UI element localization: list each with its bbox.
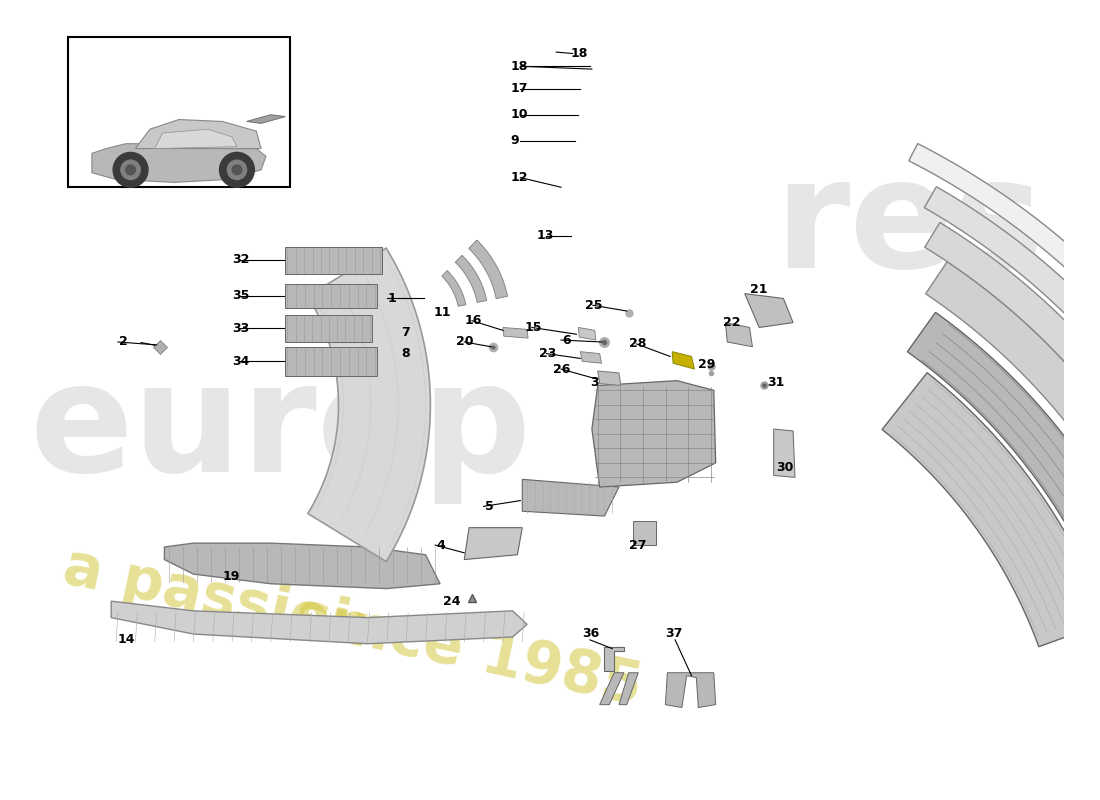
Text: 18: 18 <box>571 47 588 60</box>
Text: 18: 18 <box>510 60 528 73</box>
Polygon shape <box>308 248 430 562</box>
Polygon shape <box>503 327 528 338</box>
Text: 1: 1 <box>388 292 396 305</box>
Text: 9: 9 <box>510 134 519 147</box>
Text: 36: 36 <box>582 627 600 640</box>
Text: 37: 37 <box>666 627 683 640</box>
FancyBboxPatch shape <box>285 247 382 274</box>
Polygon shape <box>725 322 752 347</box>
Text: 29: 29 <box>698 358 716 370</box>
Text: 21: 21 <box>749 283 767 296</box>
Polygon shape <box>745 294 793 327</box>
Circle shape <box>232 165 242 174</box>
Polygon shape <box>581 352 602 363</box>
Text: 16: 16 <box>464 314 482 327</box>
Text: 4: 4 <box>436 538 444 551</box>
Polygon shape <box>155 129 236 149</box>
Polygon shape <box>925 262 1100 548</box>
Polygon shape <box>925 222 1100 514</box>
Text: 30: 30 <box>777 462 794 474</box>
Text: 14: 14 <box>118 634 135 646</box>
Polygon shape <box>634 521 656 545</box>
Polygon shape <box>246 114 285 123</box>
Text: 10: 10 <box>510 108 528 121</box>
Polygon shape <box>882 373 1100 646</box>
Text: 24: 24 <box>443 594 461 608</box>
Polygon shape <box>773 429 795 478</box>
Circle shape <box>113 153 148 187</box>
Polygon shape <box>579 327 596 340</box>
Polygon shape <box>908 312 1100 594</box>
FancyBboxPatch shape <box>285 347 377 376</box>
Polygon shape <box>135 119 261 149</box>
Circle shape <box>220 153 254 187</box>
Text: 3: 3 <box>590 376 598 389</box>
Text: 6: 6 <box>562 334 571 346</box>
Text: 2: 2 <box>119 335 128 349</box>
Text: 17: 17 <box>510 82 528 95</box>
Polygon shape <box>924 186 1100 480</box>
Text: 28: 28 <box>629 338 646 350</box>
Polygon shape <box>672 352 694 369</box>
Text: 19: 19 <box>222 570 240 582</box>
Circle shape <box>228 160 246 179</box>
Text: 12: 12 <box>510 171 528 184</box>
Text: 27: 27 <box>629 538 646 551</box>
Polygon shape <box>455 255 486 302</box>
Polygon shape <box>597 371 620 386</box>
Polygon shape <box>92 144 266 182</box>
Polygon shape <box>442 270 465 306</box>
Text: 33: 33 <box>232 322 250 335</box>
Text: 7: 7 <box>402 326 410 338</box>
Text: a passion: a passion <box>58 538 375 658</box>
Polygon shape <box>909 143 1100 432</box>
Circle shape <box>125 165 135 174</box>
Polygon shape <box>605 646 624 671</box>
Text: 32: 32 <box>232 254 250 266</box>
Text: 13: 13 <box>537 229 554 242</box>
Circle shape <box>121 160 140 179</box>
Text: 23: 23 <box>539 347 557 360</box>
Polygon shape <box>592 381 716 487</box>
Text: 22: 22 <box>724 316 741 329</box>
Polygon shape <box>464 528 522 559</box>
Text: 26: 26 <box>553 362 571 375</box>
Text: 11: 11 <box>433 306 451 319</box>
Polygon shape <box>522 479 619 516</box>
Polygon shape <box>469 240 507 298</box>
Text: 20: 20 <box>456 335 474 349</box>
Text: 35: 35 <box>232 289 250 302</box>
Polygon shape <box>111 601 527 644</box>
Polygon shape <box>164 543 440 589</box>
Text: 5: 5 <box>484 500 493 513</box>
FancyBboxPatch shape <box>68 38 290 187</box>
Text: 25: 25 <box>585 298 603 312</box>
Text: 8: 8 <box>402 347 410 360</box>
FancyBboxPatch shape <box>285 315 373 342</box>
FancyBboxPatch shape <box>285 284 377 308</box>
Polygon shape <box>666 673 716 707</box>
Text: 34: 34 <box>232 355 250 368</box>
Text: 15: 15 <box>524 321 541 334</box>
Text: since 1985: since 1985 <box>290 587 648 716</box>
Polygon shape <box>619 673 638 705</box>
Polygon shape <box>600 673 624 705</box>
Text: res: res <box>773 151 1044 301</box>
Text: 31: 31 <box>767 376 784 389</box>
Text: europ: europ <box>29 354 531 503</box>
